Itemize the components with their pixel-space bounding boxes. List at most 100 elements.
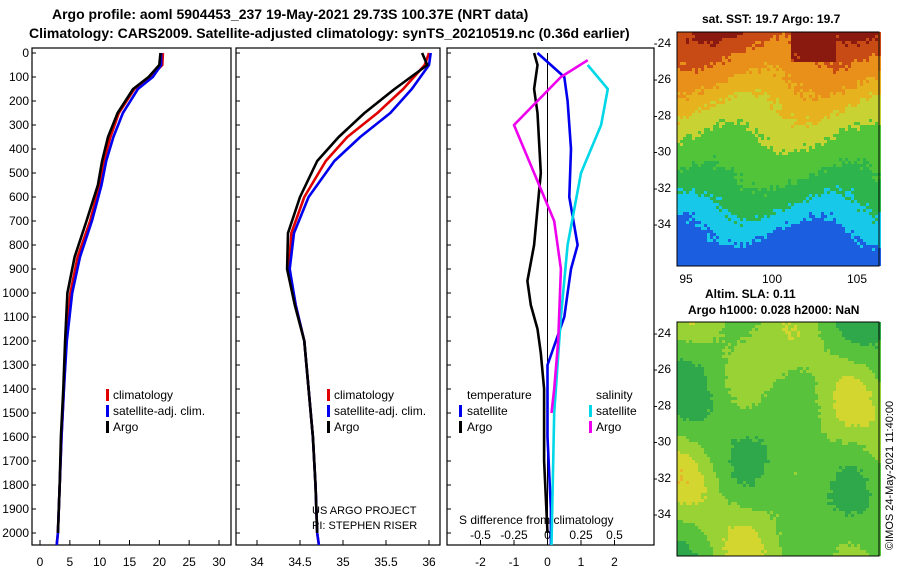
sst-cell bbox=[758, 143, 761, 146]
sst-cell bbox=[701, 89, 704, 92]
sst-cell bbox=[818, 191, 821, 194]
sst-cell bbox=[845, 44, 848, 47]
sst-cell bbox=[866, 191, 869, 194]
sst-cell bbox=[782, 146, 785, 149]
sst-cell bbox=[728, 218, 731, 221]
sst-cell bbox=[773, 98, 776, 101]
sst-cell bbox=[695, 215, 698, 218]
sst-cell bbox=[827, 146, 830, 149]
sst-cell bbox=[866, 62, 869, 65]
sst-cell bbox=[749, 86, 752, 89]
sst-cell bbox=[842, 71, 845, 74]
sst-cell bbox=[707, 179, 710, 182]
sst-cell bbox=[812, 137, 815, 140]
sst-cell bbox=[707, 83, 710, 86]
sst-cell bbox=[863, 179, 866, 182]
sst-cell bbox=[854, 74, 857, 77]
sst-cell bbox=[866, 128, 869, 131]
sst-cell bbox=[689, 107, 692, 110]
sst-cell bbox=[776, 80, 779, 83]
sst-cell bbox=[815, 80, 818, 83]
sst-cell bbox=[854, 131, 857, 134]
sst-cell bbox=[701, 176, 704, 179]
sst-cell bbox=[830, 149, 833, 152]
sst-cell bbox=[695, 224, 698, 227]
sst-cell bbox=[857, 71, 860, 74]
sst-cell bbox=[815, 140, 818, 143]
sst-cell bbox=[812, 209, 815, 212]
sst-cell bbox=[803, 83, 806, 86]
sst-cell bbox=[731, 170, 734, 173]
sst-cell bbox=[722, 209, 725, 212]
sst-cell bbox=[782, 44, 785, 47]
sst-cell bbox=[779, 119, 782, 122]
sst-cell bbox=[767, 155, 770, 158]
sst-cell bbox=[746, 194, 749, 197]
sst-cell bbox=[758, 191, 761, 194]
sst-cell bbox=[701, 215, 704, 218]
sst-cell bbox=[812, 233, 815, 236]
sst-cell bbox=[800, 122, 803, 125]
sst-cell bbox=[707, 47, 710, 50]
sst-cell bbox=[746, 158, 749, 161]
sst-cell bbox=[764, 35, 767, 38]
sst-cell bbox=[803, 194, 806, 197]
sst-cell bbox=[737, 203, 740, 206]
sst-cell bbox=[776, 188, 779, 191]
sst-cell bbox=[728, 143, 731, 146]
sst-cell bbox=[716, 131, 719, 134]
sst-cell bbox=[686, 59, 689, 62]
sst-cell bbox=[827, 206, 830, 209]
sst-cell bbox=[680, 83, 683, 86]
sst-cell bbox=[851, 50, 854, 53]
sst-cell bbox=[701, 68, 704, 71]
sst-cell bbox=[758, 53, 761, 56]
sst-cell bbox=[866, 41, 869, 44]
sst-cell bbox=[812, 65, 815, 68]
sst-cell bbox=[734, 152, 737, 155]
sst-cell bbox=[743, 206, 746, 209]
sst-cell bbox=[698, 89, 701, 92]
sst-cell bbox=[725, 200, 728, 203]
sst-cell bbox=[863, 176, 866, 179]
sst-cell bbox=[731, 218, 734, 221]
sst-cell bbox=[830, 173, 833, 176]
sst-cell bbox=[821, 119, 824, 122]
sst-cell bbox=[863, 203, 866, 206]
sst-cell bbox=[713, 59, 716, 62]
sst-cell bbox=[677, 155, 680, 158]
sst-cell bbox=[740, 161, 743, 164]
sst-cell bbox=[677, 53, 680, 56]
sst-cell bbox=[779, 209, 782, 212]
sst-cell bbox=[713, 89, 716, 92]
sst-cell bbox=[848, 89, 851, 92]
sst-cell bbox=[779, 107, 782, 110]
sst-cell bbox=[722, 86, 725, 89]
sst-cell bbox=[767, 80, 770, 83]
sst-cell bbox=[695, 89, 698, 92]
sst-cell bbox=[860, 203, 863, 206]
sst-cell bbox=[713, 35, 716, 38]
sst-cell bbox=[752, 104, 755, 107]
sst-cell bbox=[818, 164, 821, 167]
sst-cell bbox=[698, 137, 701, 140]
sst-cell bbox=[770, 107, 773, 110]
sst-cell bbox=[734, 227, 737, 230]
sst-cell bbox=[863, 71, 866, 74]
sst-cell bbox=[704, 68, 707, 71]
sst-cell bbox=[689, 215, 692, 218]
sst-cell bbox=[758, 158, 761, 161]
sst-cell bbox=[812, 47, 815, 50]
sst-cell bbox=[719, 38, 722, 41]
sst-cell bbox=[752, 86, 755, 89]
sst-cell bbox=[869, 242, 872, 245]
sst-cell bbox=[863, 224, 866, 227]
sst-cell bbox=[716, 194, 719, 197]
sst-cell bbox=[797, 53, 800, 56]
sst-cell bbox=[863, 137, 866, 140]
sst-cell bbox=[785, 104, 788, 107]
sst-cell bbox=[755, 185, 758, 188]
sst-cell bbox=[734, 35, 737, 38]
sst-cell bbox=[773, 134, 776, 137]
sst-cell bbox=[716, 71, 719, 74]
